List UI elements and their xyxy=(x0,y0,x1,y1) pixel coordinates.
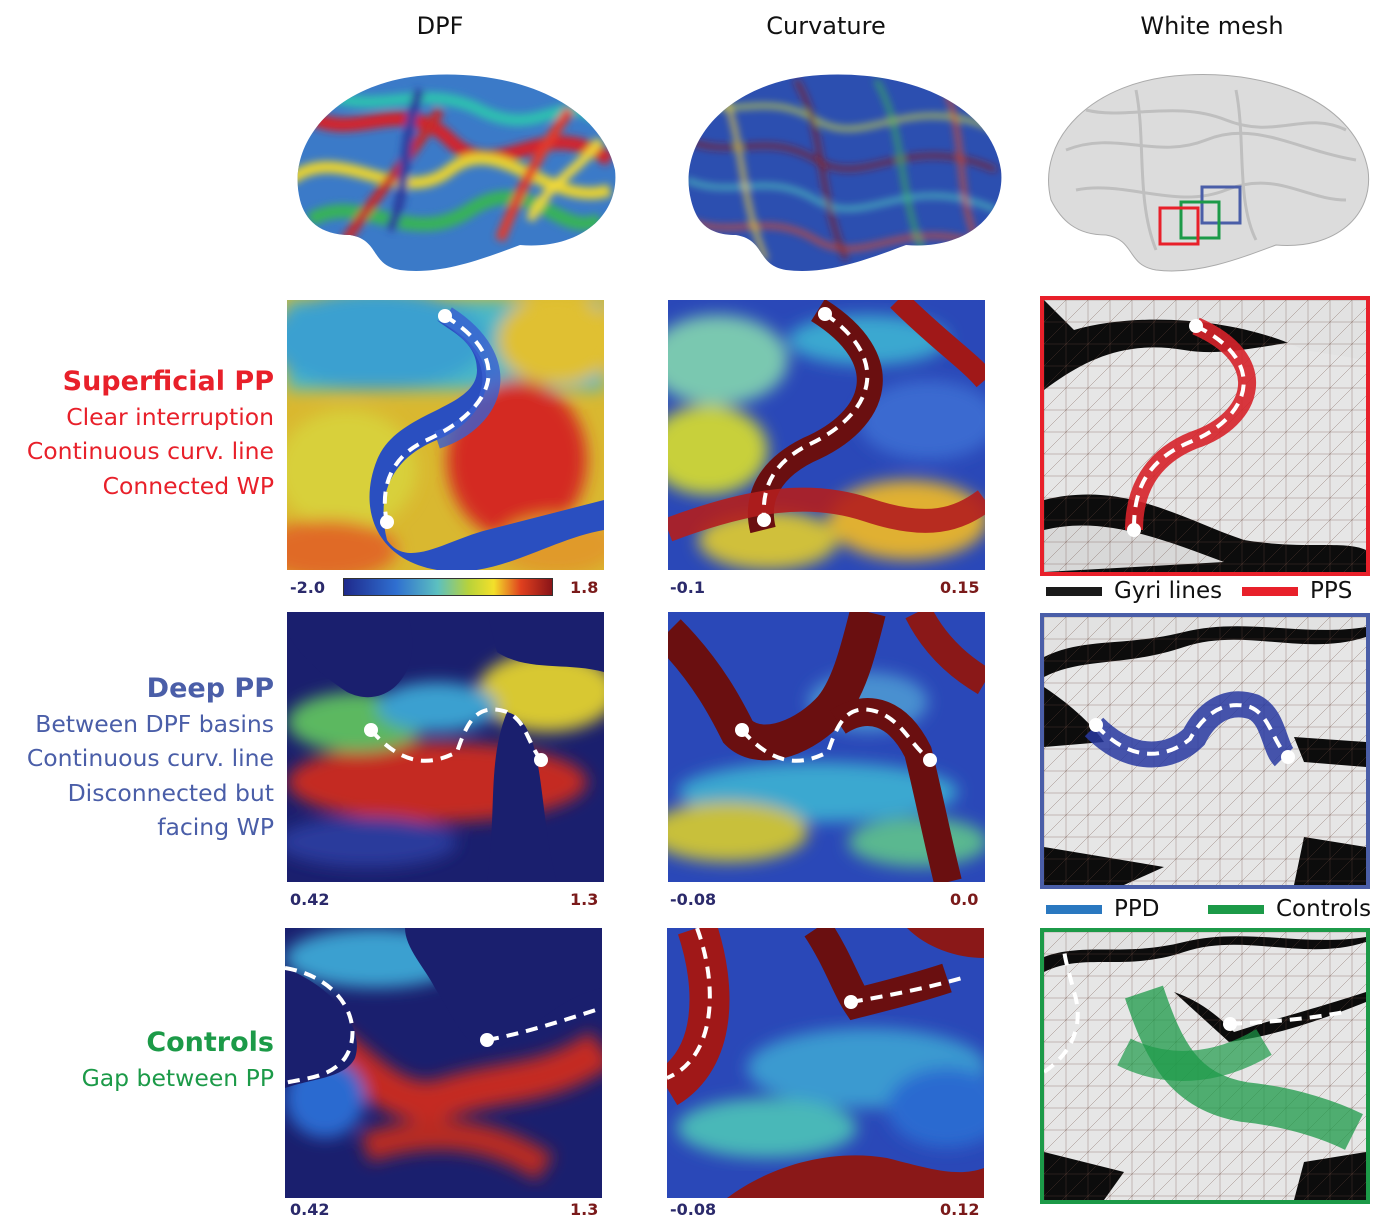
pps-swatch xyxy=(1242,586,1298,596)
legend-gyri-lines-label: Gyri lines xyxy=(1114,578,1223,604)
column-title-curvature: Curvature xyxy=(766,12,886,40)
legend-controls: Controls xyxy=(1208,896,1371,922)
dpf-superficial-panel xyxy=(287,300,604,570)
row-line: Between DPF basins xyxy=(35,709,274,738)
curv-scale-max: 0.0 xyxy=(950,890,979,909)
dpf-scale-max: 1.3 xyxy=(570,890,599,909)
mesh-superficial-frame xyxy=(1040,296,1370,576)
row-title-superficial: Superficial PP xyxy=(62,366,274,397)
gyri-lines-swatch xyxy=(1046,586,1102,596)
row-line: Continuous curv. line xyxy=(26,744,274,772)
column-title-dpf: DPF xyxy=(416,12,464,40)
row-line: Continuous curv. line xyxy=(26,437,274,465)
legend-pps: PPS xyxy=(1242,578,1352,604)
row-line: Connected WP xyxy=(102,471,274,500)
controls-swatch xyxy=(1208,904,1264,914)
mesh-deep-panel xyxy=(1044,617,1366,885)
row-line: Disconnected but xyxy=(67,778,274,807)
brain-dpf-image xyxy=(280,50,620,280)
column-title-white-mesh: White mesh xyxy=(1140,12,1284,40)
mesh-deep-frame xyxy=(1040,613,1370,889)
white-mesh-blue-box xyxy=(1200,185,1242,225)
brain-white-mesh-image xyxy=(1036,50,1376,280)
ppd-swatch xyxy=(1046,904,1102,914)
row-label-superficial: Superficial PP Clear interruption Contin… xyxy=(27,365,274,503)
curv-scale-max: 0.12 xyxy=(940,1200,980,1219)
white-mesh-green-box xyxy=(1179,200,1221,240)
mesh-controls-panel xyxy=(1044,932,1366,1200)
dpf-scale-max: 1.8 xyxy=(570,578,599,597)
legend-ppd: PPD xyxy=(1046,896,1159,922)
legend-gyri-lines: Gyri lines xyxy=(1046,578,1222,604)
row-title-controls: Controls xyxy=(146,1027,274,1058)
curvature-deep-panel xyxy=(668,612,985,882)
row-label-deep: Deep PP Between DPF basins Continuous cu… xyxy=(27,672,274,845)
curv-scale-min: -0.08 xyxy=(670,890,717,909)
brain-curvature-image xyxy=(676,50,1006,280)
row-line: facing WP xyxy=(157,813,274,841)
row-title-deep: Deep PP xyxy=(146,673,274,704)
row-line: Clear interruption xyxy=(66,402,274,431)
dpf-scale-min: 0.42 xyxy=(290,890,330,909)
curv-scale-min: -0.08 xyxy=(670,1200,717,1219)
white-mesh-red-box xyxy=(1158,206,1200,246)
dpf-scale-min: 0.42 xyxy=(290,1200,330,1219)
legend-pps-label: PPS xyxy=(1310,578,1353,604)
dpf-colorbar xyxy=(343,578,553,596)
dpf-scale-min: -2.0 xyxy=(290,578,325,597)
dpf-deep-panel xyxy=(287,612,604,882)
curv-scale-max: 0.15 xyxy=(940,578,980,597)
legend-ppd-label: PPD xyxy=(1114,896,1160,922)
dpf-controls-panel xyxy=(285,928,602,1198)
legend-controls-label: Controls xyxy=(1276,896,1372,922)
row-line: Gap between PP xyxy=(81,1063,274,1092)
mesh-controls-frame xyxy=(1040,928,1370,1204)
curvature-controls-panel xyxy=(667,928,984,1198)
row-label-controls: Controls Gap between PP xyxy=(82,1026,274,1095)
curv-scale-min: -0.1 xyxy=(670,578,705,597)
curvature-superficial-panel xyxy=(668,300,985,570)
mesh-superficial-panel xyxy=(1044,300,1366,572)
dpf-scale-max: 1.3 xyxy=(570,1200,599,1219)
